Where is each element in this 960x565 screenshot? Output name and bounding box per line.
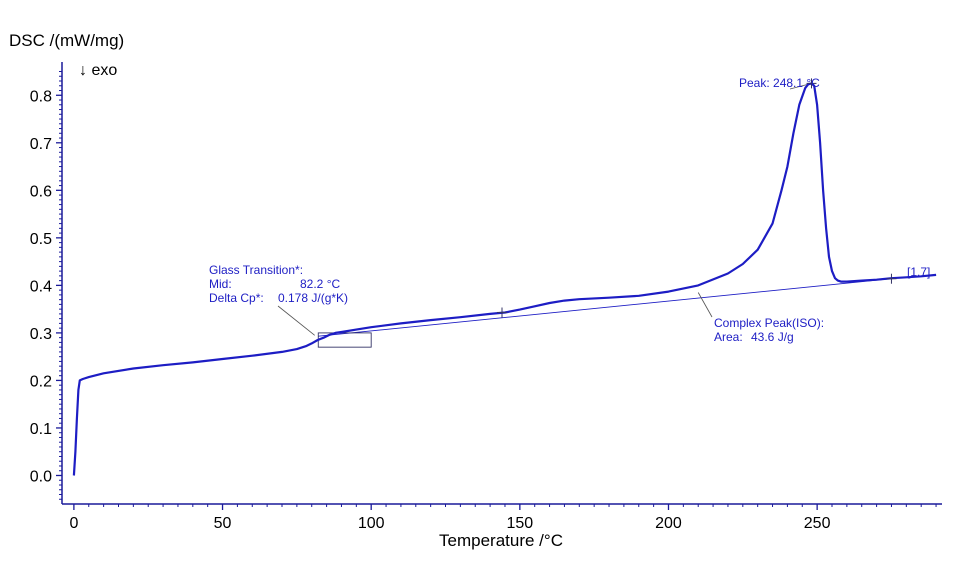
complex-peak-leader [697, 292, 713, 318]
major-ticks [56, 94, 818, 510]
x-tick-label: 250 [804, 515, 831, 532]
marker-crosses [497, 78, 897, 318]
y-tick-label: 0.4 [30, 278, 52, 295]
glass-transition-title: Glass Transition*: [209, 263, 303, 277]
x-axis-label: Temperature /°C [439, 531, 563, 550]
glass-transition-annotation: Glass Transition*: Mid: 82.2 °C Delta Cp… [209, 263, 348, 305]
y-axis-label: DSC /(mW/mg) [9, 31, 124, 50]
complex-peak-annotation: Complex Peak(ISO): Area: 43.6 J/g [714, 316, 824, 344]
y-tick-label: 0.2 [30, 373, 52, 390]
x-tick-label: 150 [506, 515, 533, 532]
exo-direction-label: ↓ exo [79, 62, 117, 79]
tick-labels: 0 50 100 150 200 250 0.0 0.1 0.2 0.3 0.4 0.5 0.6 0.7 0… [30, 88, 831, 532]
curve-end-label: [1.7] [907, 265, 930, 279]
x-tick-label: 50 [214, 515, 232, 532]
y-tick-label: 0.3 [30, 326, 52, 343]
glass-transition-mid-value: 82.2 °C [300, 277, 340, 291]
glass-transition-delta-value: 0.178 J/(g*K) [278, 291, 348, 305]
complex-peak-area-label: Area: [714, 330, 743, 344]
y-tick-label: 0.5 [30, 231, 52, 248]
complex-peak-area-value: 43.6 J/g [751, 330, 794, 344]
x-tick-label: 200 [655, 515, 682, 532]
glass-transition-delta-label: Delta Cp*: [209, 291, 264, 305]
dsc-curve [72, 82, 937, 476]
glass-transition-leader [277, 305, 315, 336]
y-tick-label: 0.8 [30, 88, 52, 105]
y-tick-label: 0.7 [30, 136, 52, 153]
peak-annotation: Peak: 248.1 °C [739, 76, 820, 90]
glass-transition-mid-label: Mid: [209, 277, 232, 291]
x-tick-label: 0 [69, 515, 78, 532]
complex-peak-title: Complex Peak(ISO): [714, 316, 824, 330]
annotation-leaders [277, 83, 812, 336]
peak-baseline [318, 278, 892, 337]
minor-ticks [59, 71, 937, 507]
x-tick-label: 100 [358, 515, 385, 532]
y-tick-label: 0.1 [30, 421, 52, 438]
y-tick-label: 0.0 [30, 468, 52, 485]
y-tick-label: 0.6 [30, 183, 52, 200]
